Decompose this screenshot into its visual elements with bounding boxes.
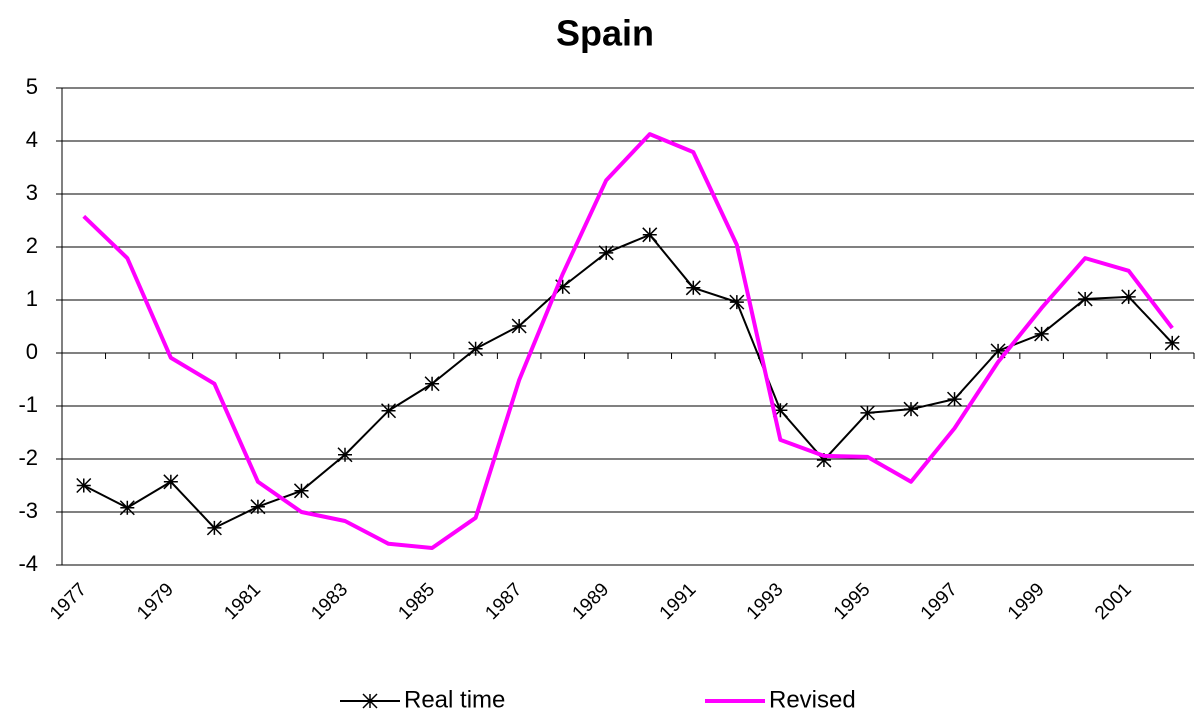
series-line [83, 233, 1173, 529]
x-tick-label: 1995 [830, 579, 875, 624]
marker [337, 447, 353, 463]
y-tick-label: 2 [26, 233, 38, 258]
y-tick-label: 4 [26, 127, 38, 152]
marker [119, 500, 135, 516]
y-tick-label: -3 [18, 498, 38, 523]
legend-label: Revised [769, 686, 856, 713]
marker [642, 227, 658, 243]
marker [598, 245, 614, 261]
marker [76, 477, 92, 494]
x-tick-label: 1983 [307, 579, 352, 624]
y-tick-label: 5 [26, 74, 38, 99]
x-tick-label: 2001 [1091, 579, 1136, 624]
marker [685, 280, 701, 296]
y-tick-label: 3 [26, 180, 38, 205]
x-tick-label: 1979 [133, 579, 178, 624]
marker [1121, 289, 1137, 305]
marker [772, 402, 788, 418]
x-tick-label: 1977 [46, 579, 91, 624]
marker [903, 401, 919, 417]
x-tick-label: 1993 [743, 579, 788, 624]
x-tick-label: 1985 [394, 579, 439, 624]
marker [1077, 291, 1093, 307]
y-tick-label: 1 [26, 286, 38, 311]
marker [293, 483, 309, 499]
marker [163, 474, 179, 490]
marker [816, 452, 832, 468]
marker [947, 391, 963, 407]
marker [1034, 326, 1050, 342]
marker [555, 279, 571, 295]
legend-label: Real time [404, 686, 505, 713]
y-tick-label: -4 [18, 551, 38, 576]
y-tick-label: -2 [18, 445, 38, 470]
x-tick-label: 1999 [1004, 579, 1049, 624]
y-tick-label: -1 [18, 392, 38, 417]
x-tick-label: 1987 [481, 579, 526, 624]
marker [859, 405, 875, 421]
y-tick-label: 0 [26, 339, 38, 364]
marker [729, 294, 745, 310]
marker [250, 499, 266, 515]
marker [381, 403, 397, 419]
marker [990, 343, 1006, 359]
marker [468, 341, 484, 357]
marker [206, 520, 222, 536]
x-tick-label: 1981 [220, 579, 265, 624]
series-line [82, 132, 1174, 551]
x-tick-label: 1989 [569, 579, 614, 624]
marker [511, 318, 527, 334]
marker [1164, 335, 1180, 351]
x-tick-label: 1997 [917, 579, 962, 624]
x-tick-label: 1991 [656, 579, 701, 624]
marker [362, 693, 378, 709]
marker [424, 376, 440, 392]
chart-title: Spain [556, 13, 654, 54]
